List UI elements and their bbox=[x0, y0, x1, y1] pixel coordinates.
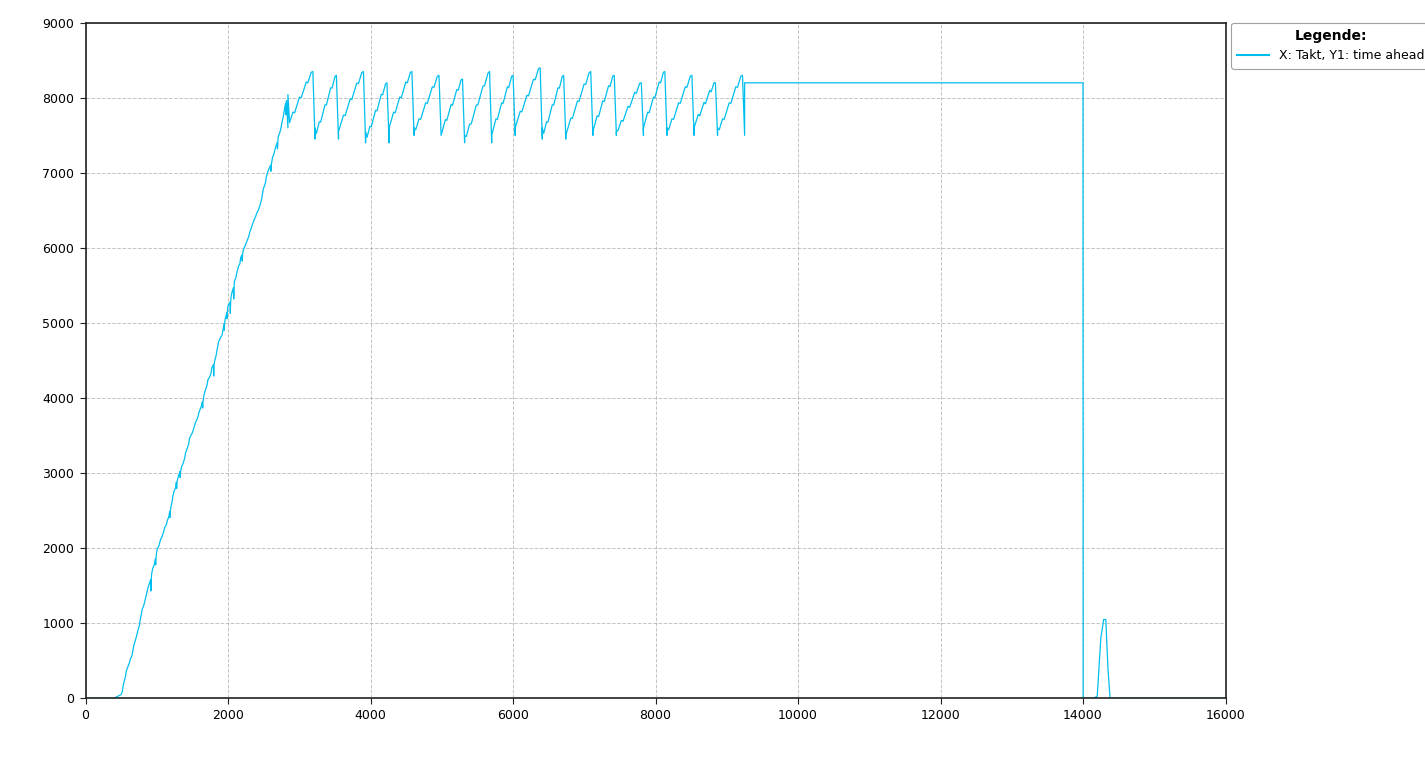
Legend: X: Takt, Y1: time ahead: X: Takt, Y1: time ahead bbox=[1231, 23, 1425, 68]
